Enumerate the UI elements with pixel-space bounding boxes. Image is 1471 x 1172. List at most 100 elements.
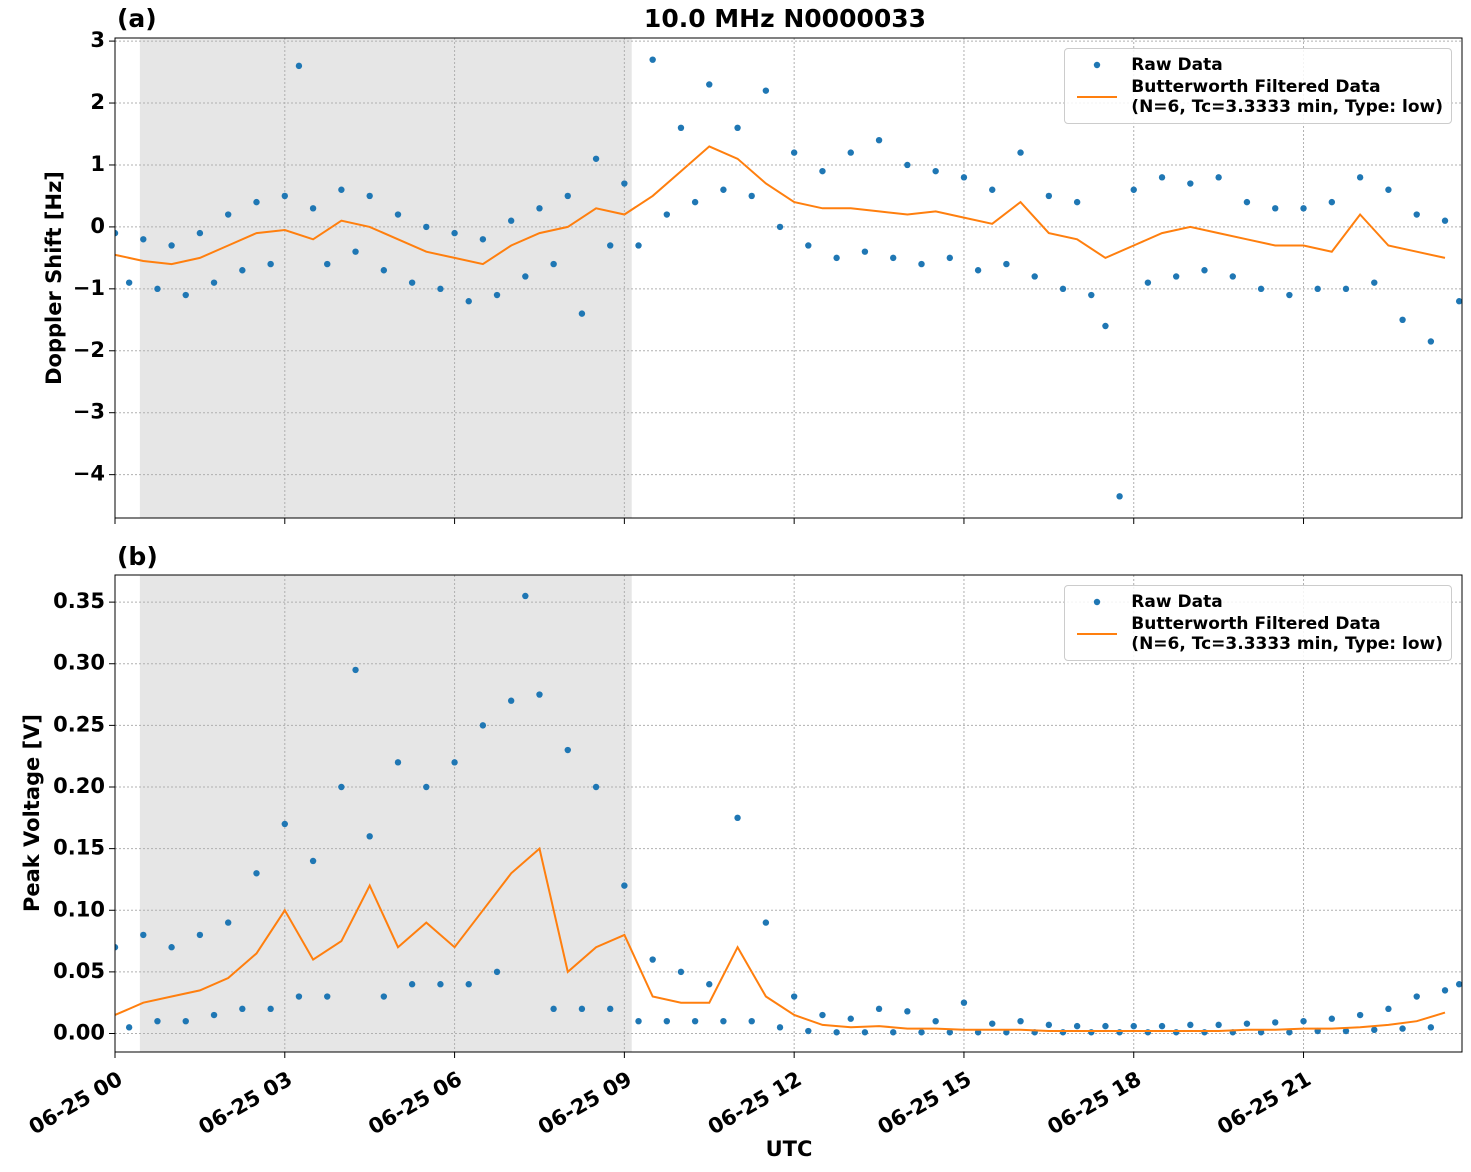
raw-point	[1441, 217, 1449, 224]
raw-point	[493, 968, 501, 976]
y-tick-label: −1	[73, 276, 105, 300]
raw-point	[691, 1017, 699, 1025]
raw-point	[847, 149, 854, 156]
raw-point	[1003, 260, 1010, 268]
panel-label: (b)	[117, 542, 158, 571]
data-layer	[115, 592, 1462, 1036]
raw-point	[309, 205, 317, 212]
raw-point	[1455, 298, 1462, 305]
raw-point	[196, 229, 204, 237]
raw-point	[677, 968, 685, 976]
raw-point	[1045, 1021, 1053, 1029]
y-tick-label: −2	[73, 338, 105, 362]
raw-point	[1257, 285, 1265, 293]
raw-point	[904, 161, 911, 169]
raw-point	[734, 814, 741, 822]
legend-swatch	[1094, 61, 1101, 69]
raw-point	[437, 285, 444, 293]
raw-point	[691, 198, 699, 206]
raw-point	[1073, 198, 1081, 206]
y-tick-label: 1	[90, 152, 105, 176]
raw-point	[1243, 198, 1251, 206]
raw-point	[875, 1005, 883, 1013]
raw-point	[465, 981, 472, 988]
raw-point	[140, 236, 147, 243]
raw-point	[1385, 1005, 1392, 1013]
raw-point	[1017, 1017, 1024, 1025]
raw-point	[253, 198, 260, 206]
x-tick-label: 06-25 15	[874, 1067, 976, 1140]
raw-point	[592, 155, 600, 162]
y-tick-label: 0	[90, 214, 105, 238]
raw-point	[748, 1017, 755, 1025]
raw-point	[1243, 1020, 1251, 1027]
legend-label: Raw Data	[1131, 55, 1223, 75]
axes-frame	[114, 574, 1463, 1053]
raw-point	[805, 1027, 812, 1035]
raw-point	[196, 931, 204, 939]
raw-point	[210, 279, 218, 286]
legend-entry: Butterworth Filtered Data (N=6, Tc=3.333…	[1073, 614, 1443, 654]
legend-label: Butterworth Filtered Data (N=6, Tc=3.333…	[1131, 77, 1443, 117]
x-tick-label: 06-25 12	[704, 1067, 806, 1140]
raw-point	[224, 211, 232, 218]
raw-point	[1286, 291, 1293, 299]
y-tick-label: 0.15	[53, 836, 105, 860]
y-tick-label: 0.05	[53, 959, 105, 983]
raw-point	[1300, 205, 1307, 212]
raw-point	[932, 167, 939, 175]
y-tick-label: 0.30	[53, 651, 105, 675]
x-tick-label: 06-25 00	[25, 1067, 127, 1140]
raw-point	[182, 1017, 189, 1025]
raw-point	[550, 260, 557, 268]
raw-point	[295, 993, 303, 1000]
raw-point	[1017, 149, 1024, 156]
raw-point	[1158, 1022, 1166, 1030]
raw-point	[1328, 198, 1336, 206]
raw-point	[507, 217, 515, 224]
raw-point	[833, 1029, 840, 1036]
raw-point	[890, 254, 897, 262]
raw-point	[1427, 1024, 1435, 1031]
plot-area: −4 −3 −2 −1 0 1 2 3	[73, 28, 1463, 524]
raw-point	[224, 919, 232, 926]
raw-point	[295, 62, 303, 70]
raw-point	[720, 1017, 727, 1025]
raw-point	[1385, 186, 1392, 193]
raw-point	[154, 285, 161, 293]
raw-point	[115, 944, 119, 951]
raw-point	[267, 260, 274, 268]
raw-point	[522, 273, 529, 280]
raw-point	[168, 944, 175, 951]
raw-point	[734, 124, 741, 132]
raw-point	[833, 254, 840, 262]
y-axis-label: Doppler Shift [Hz]	[42, 171, 66, 385]
legend: Raw Data Butterworth Filtered Data (N=6, …	[1064, 48, 1452, 124]
raw-point	[663, 211, 671, 218]
y-tick-label: 0.10	[53, 897, 105, 921]
raw-point	[1045, 192, 1053, 200]
raw-point	[677, 124, 685, 132]
raw-point	[309, 857, 317, 865]
raw-point	[267, 1005, 274, 1013]
raw-point	[1172, 273, 1180, 280]
x-tick-label: 06-25 09	[534, 1067, 636, 1140]
raw-point	[861, 248, 869, 255]
raw-point	[1158, 174, 1166, 181]
raw-point	[451, 229, 458, 237]
raw-point	[706, 81, 713, 88]
data-layer	[115, 56, 1462, 500]
raw-point	[974, 267, 982, 274]
legend-swatch	[1094, 598, 1101, 606]
raw-point	[380, 267, 388, 274]
raw-point	[1215, 174, 1222, 181]
x-tick-label: 06-25 03	[194, 1067, 296, 1140]
raw-point	[168, 242, 175, 249]
raw-point	[1088, 291, 1095, 299]
raw-point	[819, 1011, 826, 1019]
raw-point	[564, 192, 571, 200]
x-tick-label: 06-25 06	[364, 1067, 466, 1140]
y-tick-label: −4	[73, 462, 105, 486]
